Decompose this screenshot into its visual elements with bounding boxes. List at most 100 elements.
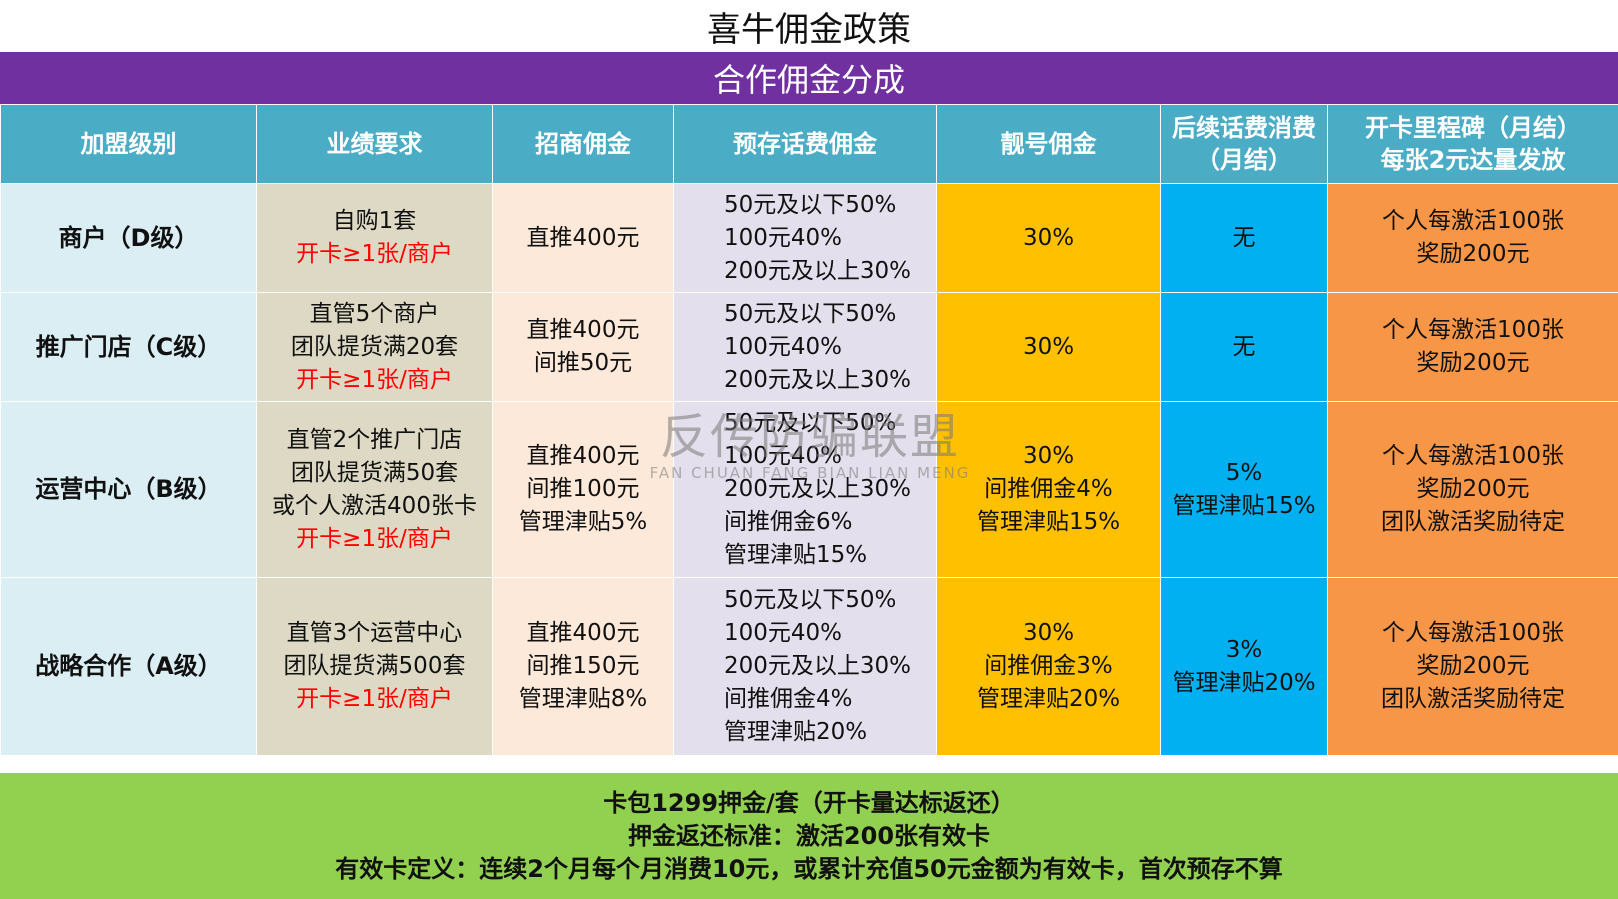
prestore-commission-cell-line: 管理津贴20%: [724, 719, 868, 745]
milestone-cell-line: 团队激活奖励待定: [1381, 686, 1565, 712]
page-title: 喜牛佣金政策: [0, 0, 1618, 52]
prestore-commission-cell-line: 50元及以下50%: [724, 300, 897, 327]
milestone-cell-line: 个人每激活100张: [1382, 443, 1564, 469]
table-row: 运营中心（B级） 直管2个推广门店 团队提货满50套 或个人激活400张卡 开卡≥1张/…: [0, 401, 1618, 578]
number-commission-cell: 30%: [936, 292, 1161, 402]
prestore-commission-cell-line: 100元40%: [724, 333, 843, 360]
prestore-commission-cell: 50元及以下50% 100元40% 200元及以上30%: [673, 183, 937, 293]
level-cell: 商户（D级）: [0, 183, 257, 293]
prestore-commission-cell-line: 50元及以下50%: [724, 410, 897, 436]
prestore-commission-cell-line: 200元及以上30%: [724, 476, 912, 502]
section-subtitle: 合作佣金分成: [0, 52, 1618, 104]
header-consumption-line: 后续话费消费: [1172, 114, 1316, 142]
milestone-cell: 个人每激活100张 奖励200元团队激活奖励待定: [1327, 577, 1618, 756]
performance-cell: 直管2个推广门店 团队提货满50套 或个人激活400张卡 开卡≥1张/商户: [256, 401, 493, 578]
milestone-cell-line: 个人每激活100张: [1382, 208, 1564, 234]
number-commission-cell-line: 30%: [1022, 333, 1075, 360]
number-commission-cell: 30%: [936, 183, 1161, 293]
performance-cell-line: 团队提货满50套: [290, 459, 459, 486]
recruit-commission-cell-line: 直推400元: [526, 620, 640, 646]
prestore-commission-cell-line: 100元40%: [724, 620, 843, 646]
number-commission-cell-line: 管理津贴15%: [976, 509, 1121, 535]
number-commission-cell: 30% 间推佣金3% 管理津贴20%: [936, 577, 1161, 756]
consumption-cell: 3% 管理津贴20%: [1160, 577, 1328, 756]
consumption-cell-line: 管理津贴20%: [1172, 669, 1316, 696]
milestone-cell-line: 奖励200元: [1416, 476, 1530, 502]
milestone-cell: 个人每激活100张 奖励200元: [1327, 183, 1618, 293]
performance-cell: 直管3个运营中心 团队提货满500套 开卡≥1张/商户: [256, 577, 493, 756]
card-requirement-text: 开卡≥1张/商户: [296, 525, 453, 552]
recruit-commission-cell-line: 管理津贴8%: [518, 686, 648, 712]
deposit-notes: 卡包1299押金/套（开卡量达标返还） 押金返还标准：激活200张有效卡 有效卡…: [0, 773, 1618, 899]
table-row: 推广门店（C级） 直管5个商户 团队提货满20套 开卡≥1张/商户 直推400元 间推50…: [0, 292, 1618, 402]
recruit-commission-cell-line: 直推400元: [526, 317, 640, 343]
recruit-commission-cell-line: 直推400元: [526, 443, 640, 469]
header-level: 加盟级别: [0, 104, 257, 184]
card-requirement-text: 开卡≥1张/商户: [296, 241, 453, 267]
consumption-cell: 无: [1160, 183, 1328, 293]
prestore-commission-cell-line: 200元及以上30%: [724, 653, 912, 679]
footer-line: 有效卡定义：连续2个月每个月消费10元，或累计充值50元金额为有效卡，首次预存不…: [335, 854, 1283, 883]
level-cell: 推广门店（C级）: [0, 292, 257, 402]
header-row: 加盟级别 业绩要求 招商佣金 预存话费佣金 靓号佣金 后续话费消费 （月结） 开…: [0, 104, 1618, 184]
table-row: 战略合作（A级） 直管3个运营中心 团队提货满500套 开卡≥1张/商户 直推400元间…: [0, 577, 1618, 756]
prestore-commission-cell-line: 100元40%: [724, 224, 843, 251]
performance-cell: 自购1套开卡≥1张/商户: [256, 183, 493, 293]
number-commission-cell-line: 30%: [1022, 443, 1075, 469]
card-requirement-text: 开卡≥1张/商户: [296, 366, 453, 393]
recruit-commission-cell-line: 直推400元: [526, 224, 640, 251]
header-consumption-line: （月结）: [1196, 146, 1292, 174]
recruit-commission-cell-line: 间推50元: [533, 350, 633, 376]
card-requirement-text: 开卡≥1张/商户: [296, 686, 453, 712]
performance-cell-line: 直管5个商户: [309, 300, 440, 327]
milestone-cell-line: 奖励200元: [1416, 241, 1530, 267]
milestone-cell-line: 个人每激活100张: [1382, 620, 1564, 646]
prestore-commission-cell-line: 100元40%: [724, 443, 843, 469]
prestore-commission-cell: 50元及以下50% 100元40% 200元及以上30%: [673, 292, 937, 402]
performance-cell-line: 团队提货满500套: [283, 653, 466, 679]
level-cell: 战略合作（A级）: [0, 577, 257, 756]
prestore-commission-cell-line: 间推佣金4%: [724, 686, 853, 712]
consumption-cell-line: 5%: [1225, 459, 1263, 486]
recruit-commission-cell: 直推400元 间推100元 管理津贴5%: [492, 401, 674, 578]
prestore-commission-cell-line: 200元及以上30%: [724, 257, 912, 284]
consumption-cell-line: 3%: [1225, 636, 1263, 663]
header-milestone: 开卡里程碑（月结） 每张2元达量发放: [1327, 104, 1618, 184]
header-milestone-line: 开卡里程碑（月结）: [1365, 114, 1581, 142]
footer-line: 卡包1299押金/套（开卡量达标返还）: [603, 788, 1015, 817]
performance-cell-line: 直管3个运营中心: [286, 620, 463, 646]
footer-line: 押金返还标准：激活200张有效卡: [627, 821, 991, 850]
milestone-cell-line: 团队激活奖励待定: [1381, 509, 1565, 535]
header-performance: 业绩要求: [256, 104, 493, 184]
number-commission-cell-line: 间推佣金3%: [984, 653, 1113, 679]
milestone-cell-line: 个人每激活100张: [1382, 317, 1564, 343]
recruit-commission-cell: 直推400元 间推50元: [492, 292, 674, 402]
recruit-commission-cell-line: 间推100元: [526, 476, 640, 502]
prestore-commission-cell-line: 间推佣金6%: [724, 509, 853, 535]
consumption-cell: 无: [1160, 292, 1328, 402]
consumption-cell-line: 管理津贴15%: [1172, 492, 1316, 519]
milestone-cell: 个人每激活100张 奖励200元团队激活奖励待定: [1327, 401, 1618, 578]
performance-cell-line: 或个人激活400张卡: [272, 492, 477, 519]
recruit-commission-cell-line: 管理津贴5%: [518, 509, 648, 535]
commission-table: 加盟级别 业绩要求 招商佣金 预存话费佣金 靓号佣金 后续话费消费 （月结） 开…: [0, 104, 1618, 756]
header-number-commission: 靓号佣金: [936, 104, 1161, 184]
performance-cell-line: 自购1套: [332, 208, 417, 234]
number-commission-cell-line: 间推佣金4%: [984, 476, 1113, 502]
level-cell: 运营中心（B级）: [0, 401, 257, 578]
consumption-cell-line: 无: [1232, 224, 1256, 251]
header-prestore-commission: 预存话费佣金: [673, 104, 937, 184]
performance-cell: 直管5个商户 团队提货满20套 开卡≥1张/商户: [256, 292, 493, 402]
performance-cell-line: 直管2个推广门店: [286, 426, 463, 453]
prestore-commission-cell-line: 50元及以下50%: [724, 587, 897, 613]
prestore-commission-cell-line: 管理津贴15%: [724, 542, 868, 568]
header-recruit-commission: 招商佣金: [492, 104, 674, 184]
consumption-cell: 5% 管理津贴15%: [1160, 401, 1328, 578]
milestone-cell-line: 奖励200元: [1416, 653, 1530, 679]
number-commission-cell-line: 30%: [1022, 224, 1075, 251]
consumption-cell-line: 无: [1232, 333, 1256, 360]
prestore-commission-cell: 50元及以下50% 100元40% 200元及以上30% 间推佣金6% 管理津贴15%: [673, 401, 937, 578]
milestone-cell-line: 奖励200元: [1416, 350, 1530, 376]
header-consumption: 后续话费消费 （月结）: [1160, 104, 1328, 184]
recruit-commission-cell-line: 间推150元: [526, 653, 640, 679]
